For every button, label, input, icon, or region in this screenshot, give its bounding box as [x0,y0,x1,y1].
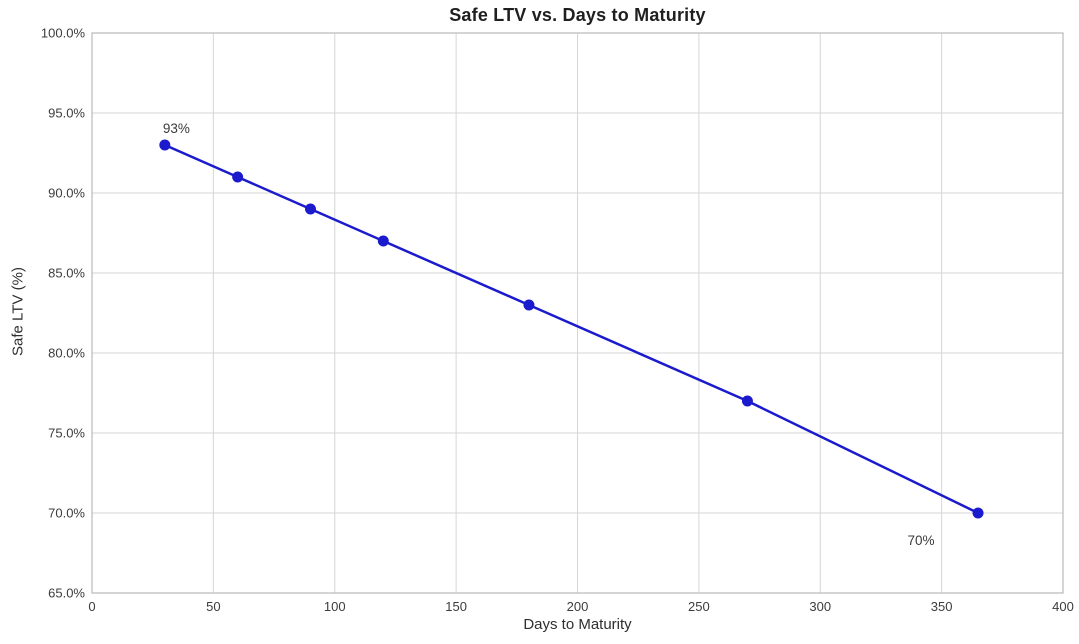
chart-title: Safe LTV vs. Days to Maturity [449,5,706,25]
data-point [159,139,171,151]
data-point [232,171,244,183]
x-tick-label: 300 [809,599,831,614]
data-point [377,235,389,247]
point-annotation: 70% [908,533,935,548]
y-axis-title: Safe LTV (%) [9,267,27,356]
y-tick-label: 90.0% [48,186,85,201]
y-tick-label: 95.0% [48,106,85,121]
x-tick-label: 50 [206,599,220,614]
x-tick-label: 0 [88,599,95,614]
data-point [741,395,753,407]
data-point [972,507,984,519]
y-tick-label: 100.0% [41,26,86,41]
data-point [523,299,535,311]
data-line [163,143,980,515]
x-tick-label: 150 [445,599,467,614]
y-tick-label: 80.0% [48,346,85,361]
point-annotation: 93% [163,121,190,136]
plot-border [91,32,1064,594]
x-tick-label: 200 [567,599,589,614]
y-tick-label: 85.0% [48,266,85,281]
x-tick-label: 250 [688,599,710,614]
y-tick-label: 65.0% [48,586,85,601]
x-axis-title: Days to Maturity [523,616,632,633]
x-tick-label: 400 [1052,599,1074,614]
x-tick-label: 350 [931,599,953,614]
y-tick-label: 75.0% [48,426,85,441]
y-tick-label: 70.0% [48,506,85,521]
data-point [304,203,316,215]
x-tick-label: 100 [324,599,346,614]
